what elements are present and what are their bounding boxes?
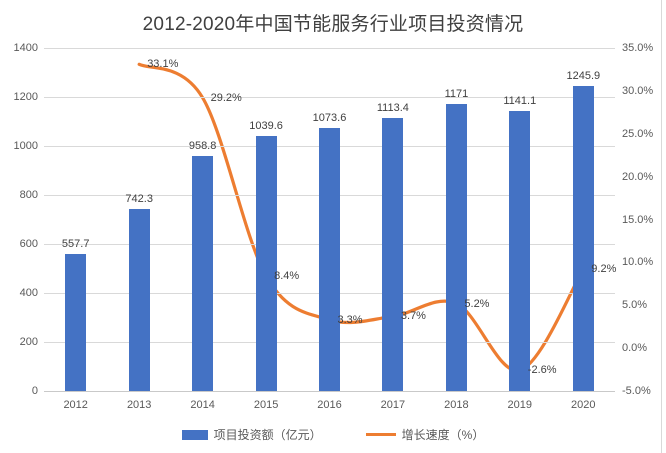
line-point-label: 29.2%: [210, 91, 242, 104]
left-axis-tick: 200: [19, 336, 38, 348]
bar-2018: [445, 104, 467, 391]
bar-value-label: 1113.4: [376, 102, 409, 115]
bar-value-label: 1039.6: [249, 120, 283, 133]
right-axis-tick: 20.0%: [622, 170, 654, 183]
line-point-label: -2.6%: [527, 364, 557, 377]
bar-2016: [319, 128, 340, 391]
bar-series-swatch-icon: [181, 429, 208, 440]
x-axis-tick: 2019: [507, 399, 533, 411]
x-axis-tick: 2013: [126, 399, 152, 411]
right-axis-tick: 25.0%: [622, 127, 654, 140]
x-axis-tick: 2018: [444, 399, 469, 411]
x-axis-line: [44, 391, 615, 392]
left-axis-tick: 1000: [13, 140, 38, 152]
x-axis-tick: 2016: [317, 399, 342, 411]
x-axis-tick: 2014: [190, 399, 215, 411]
legend-item-investment: 项目投资额（亿元）: [181, 426, 322, 443]
legend-label-investment: 项目投资额（亿元）: [213, 428, 322, 442]
left-axis-tick: 1200: [13, 91, 38, 103]
right-axis-tick: 5.0%: [622, 299, 648, 312]
right-axis-tick: 30.0%: [622, 84, 654, 97]
right-axis-tick: 10.0%: [622, 256, 654, 269]
x-axis-tick: 2020: [571, 399, 596, 411]
gridline: [44, 48, 615, 49]
gridline: [44, 97, 615, 98]
line-point-label: 3.7%: [400, 310, 426, 323]
line-point-label: 5.2%: [464, 297, 490, 310]
bar-2017: [382, 118, 404, 391]
line-point-label: 9.2%: [591, 263, 617, 276]
chart-title: 2012-2020年中国节能服务行业项目投资情况: [142, 14, 524, 35]
left-axis-tick: 800: [19, 189, 38, 201]
left-axis-tick: 0: [31, 385, 38, 397]
bar-2015: [255, 136, 277, 391]
bar-value-label: 1171: [444, 88, 469, 101]
bar-value-label: 1245.9: [566, 69, 601, 82]
bar-value-label: 958.8: [188, 140, 217, 153]
line-point-label: 3.3%: [337, 313, 363, 326]
bar-2020: [572, 85, 594, 391]
left-axis-tick: 1400: [13, 42, 38, 54]
chart-right-border: [661, 0, 662, 453]
legend-label-growth: 增长速度（%）: [401, 428, 485, 442]
right-axis-tick: 15.0%: [622, 213, 654, 226]
right-axis-tick: 35.0%: [622, 42, 654, 54]
right-axis-tick: -5.0%: [622, 385, 651, 397]
right-axis-tick: 0.0%: [622, 342, 648, 355]
bar-2013: [128, 209, 150, 391]
bar-2014: [192, 156, 214, 391]
legend: 项目投资额（亿元） 增长速度（%）: [0, 426, 666, 443]
left-axis-tick: 600: [19, 238, 38, 250]
x-axis-tick: 2015: [253, 399, 279, 411]
bar-2012: [65, 254, 87, 391]
bar-value-label: 742.3: [125, 193, 153, 206]
bar-value-label: 557.7: [61, 238, 90, 251]
left-axis-tick: 400: [19, 287, 38, 299]
bar-2019: [509, 111, 531, 391]
legend-item-growth: 增长速度（%）: [365, 426, 485, 443]
bar-value-label: 1073.6: [312, 112, 347, 124]
x-axis-tick: 2012: [63, 399, 88, 411]
x-axis-tick: 2017: [380, 399, 406, 411]
line-point-label: 33.1%: [147, 58, 179, 71]
line-series-swatch-icon: [365, 433, 396, 436]
bar-value-label: 1141.1: [503, 95, 537, 108]
line-point-label: 8.4%: [274, 270, 300, 283]
